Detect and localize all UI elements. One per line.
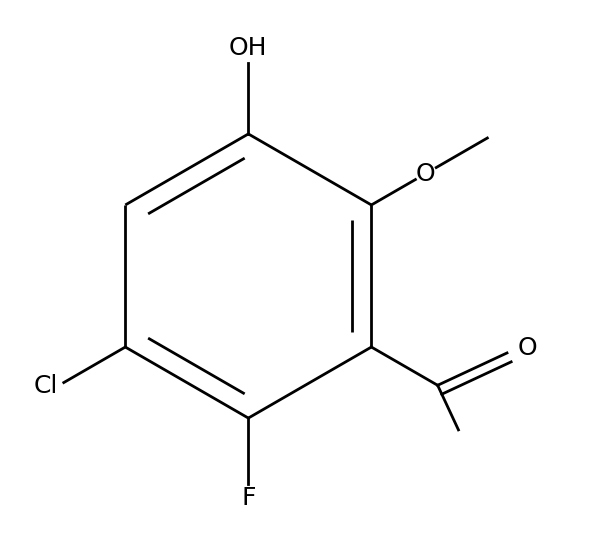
Text: O: O xyxy=(416,162,436,185)
Text: O: O xyxy=(518,336,538,360)
Text: Cl: Cl xyxy=(34,374,58,398)
Text: OH: OH xyxy=(229,36,268,60)
Text: F: F xyxy=(241,486,256,511)
